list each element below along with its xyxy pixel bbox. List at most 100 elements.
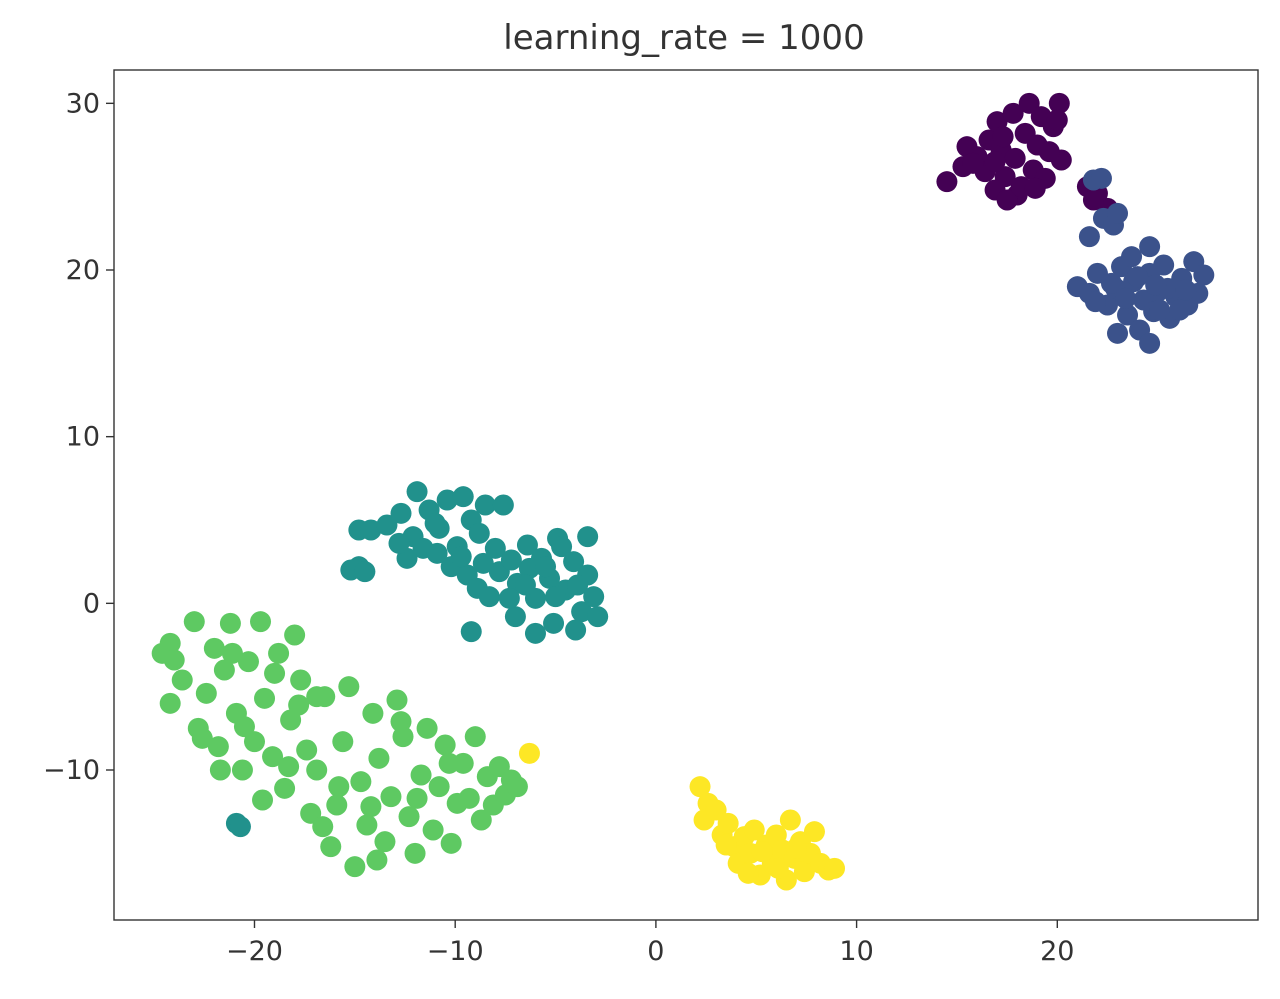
- data-point: [380, 786, 402, 808]
- data-point: [514, 574, 536, 596]
- data-point: [1127, 266, 1149, 288]
- data-point: [183, 611, 205, 633]
- data-point: [492, 494, 514, 516]
- data-point: [354, 561, 376, 583]
- data-point: [300, 802, 322, 824]
- data-point: [516, 534, 538, 556]
- data-point: [705, 799, 727, 821]
- data-point: [350, 771, 372, 793]
- data-point: [565, 619, 587, 641]
- data-point: [386, 689, 408, 711]
- data-point: [1090, 167, 1112, 189]
- data-point: [577, 526, 599, 548]
- data-point: [583, 586, 605, 608]
- data-point: [306, 686, 328, 708]
- data-point: [936, 171, 958, 193]
- data-point: [1078, 226, 1100, 248]
- x-axis-ticks: −20 −10 0 10 20: [226, 920, 1074, 967]
- data-point: [237, 651, 259, 673]
- data-point: [1004, 147, 1026, 169]
- data-point: [551, 536, 573, 558]
- data-point: [398, 806, 420, 828]
- data-point: [504, 606, 526, 628]
- data-point: [312, 816, 334, 838]
- data-point: [191, 727, 213, 749]
- data-point: [1175, 279, 1197, 301]
- data-point: [751, 841, 773, 863]
- data-point: [984, 151, 1006, 173]
- data-point: [996, 189, 1018, 211]
- plot-area-frame: [113, 69, 1259, 921]
- data-point: [376, 514, 398, 536]
- data-point: [360, 519, 382, 541]
- data-point: [458, 787, 480, 809]
- data-point: [284, 624, 306, 646]
- data-point: [406, 481, 428, 503]
- data-point: [524, 622, 546, 644]
- data-point: [1038, 141, 1060, 163]
- data-point: [434, 734, 456, 756]
- data-point: [406, 787, 428, 809]
- data-point: [737, 862, 759, 884]
- data-point: [338, 676, 360, 698]
- data-point: [203, 637, 225, 659]
- data-point: [163, 649, 185, 671]
- x-tick-label: −20: [226, 936, 283, 967]
- data-point: [290, 669, 312, 691]
- x-tick-label: 10: [839, 936, 873, 967]
- data-point: [587, 606, 609, 628]
- data-point: [1107, 202, 1129, 224]
- data-point: [332, 731, 354, 753]
- x-tick-label: 20: [1040, 936, 1074, 967]
- data-point: [464, 726, 486, 748]
- x-tick-label: 0: [647, 936, 664, 967]
- data-point: [1193, 264, 1215, 286]
- data-point: [360, 796, 382, 818]
- data-point: [1048, 92, 1070, 114]
- data-point: [1002, 102, 1024, 124]
- data-point: [717, 812, 739, 834]
- data-point: [779, 809, 801, 831]
- data-point: [1100, 272, 1122, 294]
- data-point: [1018, 92, 1040, 114]
- data-point: [1107, 322, 1129, 344]
- data-point: [366, 849, 388, 871]
- data-point: [159, 692, 181, 714]
- data-point: [195, 682, 217, 704]
- data-point: [233, 716, 255, 738]
- data-point: [207, 736, 229, 758]
- data-point: [518, 742, 540, 764]
- data-point: [567, 574, 589, 596]
- y-tick-label: 20: [66, 255, 100, 286]
- data-point: [171, 669, 193, 691]
- data-point: [440, 832, 462, 854]
- data-point: [243, 731, 265, 753]
- data-point: [563, 551, 585, 573]
- data-point: [404, 842, 426, 864]
- data-point: [498, 587, 520, 609]
- data-point: [264, 662, 286, 684]
- y-tick-label: 0: [83, 588, 100, 619]
- data-point: [767, 857, 789, 879]
- data-point: [506, 776, 528, 798]
- data-point: [252, 789, 274, 811]
- data-point: [278, 756, 300, 778]
- data-point: [306, 759, 328, 781]
- data-point: [962, 152, 984, 174]
- data-point: [1117, 304, 1139, 326]
- data-point: [472, 552, 494, 574]
- data-point: [388, 532, 410, 554]
- data-point: [390, 711, 412, 733]
- data-point: [221, 642, 243, 664]
- data-point: [438, 752, 460, 774]
- data-point: [219, 612, 241, 634]
- chart-title: learning_rate = 1000: [503, 18, 864, 58]
- data-point: [468, 522, 490, 544]
- data-point: [356, 814, 378, 836]
- data-point: [374, 831, 396, 853]
- data-point: [689, 776, 711, 798]
- data-point: [1115, 287, 1137, 309]
- data-point: [484, 537, 506, 559]
- data-point: [428, 776, 450, 798]
- data-point: [793, 861, 815, 883]
